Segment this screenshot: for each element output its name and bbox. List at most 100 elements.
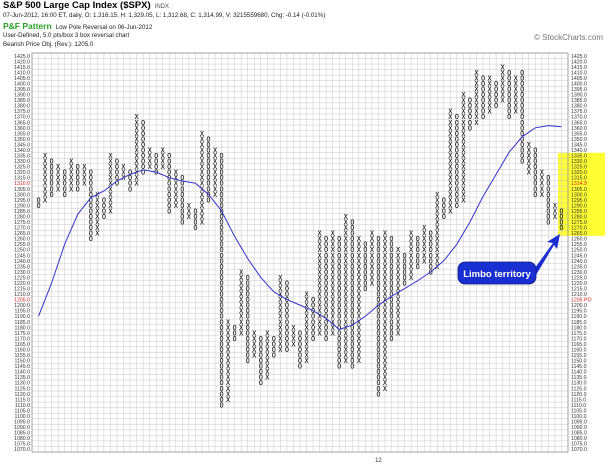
x-box: X: [213, 185, 218, 193]
y-tick-label-right: 1200.0: [571, 303, 587, 309]
o-box: O: [233, 324, 237, 332]
o-box: O: [128, 174, 132, 182]
y-tick-label-right: 1410.0: [571, 70, 587, 76]
o-box: O: [246, 279, 250, 287]
x-box: X: [265, 352, 270, 360]
o-box: O: [76, 180, 80, 188]
o-box: O: [350, 346, 354, 354]
o-box: O: [350, 257, 354, 265]
x-box: X: [226, 368, 231, 376]
o-box: O: [115, 158, 119, 166]
x-box: X: [461, 163, 466, 171]
o-box: O: [350, 235, 354, 243]
o-box: O: [89, 213, 93, 221]
x-box: X: [357, 246, 362, 254]
y-tick-label-right: 1120.0: [571, 392, 587, 398]
o-box: O: [219, 396, 223, 404]
x-box: X: [213, 163, 218, 171]
x-box: X: [239, 302, 244, 310]
x-box: X: [383, 318, 388, 326]
x-tick-label: 12: [375, 458, 382, 464]
x-box: X: [200, 163, 205, 171]
y-tick-label-left: 1400.0: [14, 81, 30, 87]
o-box: O: [455, 119, 459, 127]
y-tick-label-left: 1370.0: [14, 115, 30, 121]
o-box: O: [389, 279, 393, 287]
o-box: O: [246, 313, 250, 321]
o-box: O: [259, 379, 263, 387]
x-box: X: [357, 346, 362, 354]
y-tick-label-right: 1425.0: [571, 54, 587, 60]
y-tick-label-left: 1230.0: [14, 270, 30, 276]
o-box: O: [337, 274, 341, 282]
x-box: X: [331, 268, 336, 276]
o-box: O: [337, 318, 341, 326]
o-box: O: [376, 318, 380, 326]
x-box: X: [226, 396, 231, 404]
y-tick-label-left: 1185.0: [15, 320, 31, 326]
x-box: X: [344, 219, 349, 227]
o-box: O: [259, 368, 263, 376]
o-box: O: [481, 102, 485, 110]
o-box: O: [102, 213, 106, 221]
x-box: X: [278, 302, 283, 310]
o-box: O: [219, 158, 223, 166]
y-tick-label-left: 1105.0: [15, 408, 31, 414]
x-box: X: [69, 174, 74, 182]
x-box: X: [370, 241, 375, 249]
x-box: X: [56, 163, 61, 171]
o-box: O: [376, 324, 380, 332]
x-box: X: [200, 180, 205, 188]
o-box: O: [455, 130, 459, 138]
y-tick-label-right: 1380.0: [571, 104, 587, 110]
x-box: X: [357, 329, 362, 337]
o-box: O: [219, 352, 223, 360]
x-box: X: [121, 169, 126, 177]
o-box: O: [337, 285, 341, 293]
y-tick-label-left: 1360.0: [14, 126, 30, 132]
x-box: X: [318, 291, 323, 299]
o-box: O: [376, 241, 380, 249]
o-box: O: [154, 158, 158, 166]
x-box: X: [370, 268, 375, 276]
o-box: O: [89, 191, 93, 199]
x-box: X: [344, 257, 349, 265]
o-box: O: [533, 163, 537, 171]
x-box: X: [344, 279, 349, 287]
o-box: O: [337, 235, 341, 243]
o-box: O: [89, 207, 93, 215]
o-box: O: [481, 80, 485, 88]
x-box: X: [435, 196, 440, 204]
x-box: X: [56, 185, 61, 193]
o-box: O: [376, 379, 380, 387]
x-box: X: [370, 252, 375, 260]
x-box: X: [278, 335, 283, 343]
y-tick-label-left: 1215.0: [14, 287, 30, 293]
x-box: X: [514, 91, 519, 99]
o-box: O: [455, 152, 459, 160]
o-box: O: [481, 74, 485, 82]
x-box: X: [357, 352, 362, 360]
o-box: O: [337, 346, 341, 354]
o-box: O: [494, 102, 498, 110]
o-box: O: [376, 340, 380, 348]
x-box: X: [461, 135, 466, 143]
x-box: X: [174, 185, 179, 193]
x-box: X: [200, 196, 205, 204]
x-box: X: [501, 74, 506, 82]
o-box: O: [455, 202, 459, 210]
o-box: O: [350, 313, 354, 321]
o-box: O: [455, 180, 459, 188]
o-box: O: [219, 390, 223, 398]
x-box: X: [461, 196, 466, 204]
x-box: X: [474, 108, 479, 116]
o-box: O: [76, 185, 80, 193]
x-box: X: [422, 257, 427, 265]
x-box: X: [200, 202, 205, 210]
o-box: O: [206, 174, 210, 182]
o-box: O: [324, 324, 328, 332]
o-box: O: [219, 335, 223, 343]
x-box: X: [108, 152, 113, 160]
o-box: O: [324, 296, 328, 304]
y-tick-label-left: 1120.0: [15, 392, 31, 398]
